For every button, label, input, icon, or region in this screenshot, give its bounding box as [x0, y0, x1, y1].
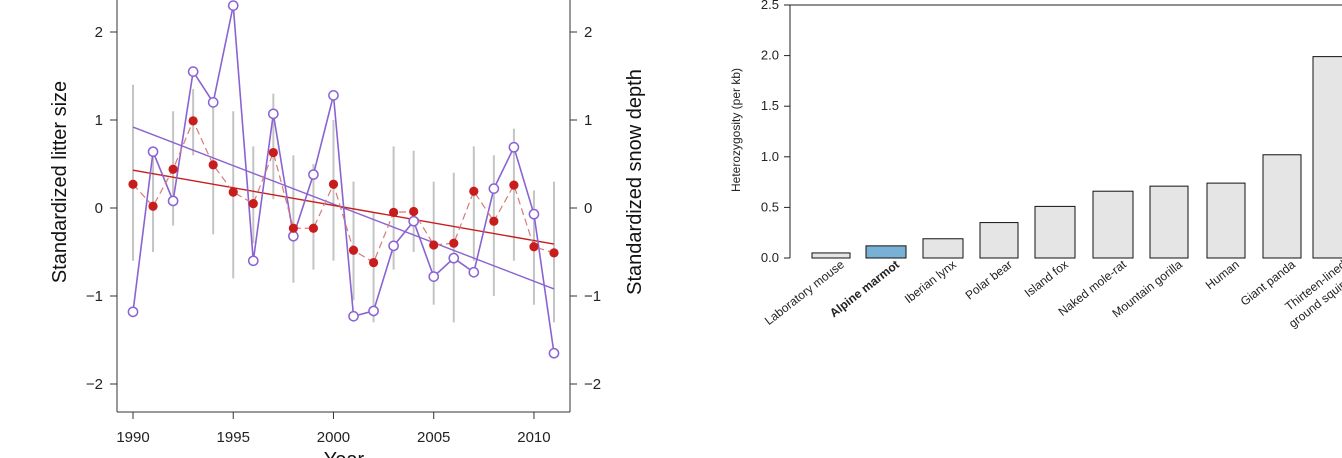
litter-size-point: [188, 116, 198, 126]
snow-depth-line: [132, 5, 555, 354]
litter-size-point: [268, 147, 278, 158]
x-tick-label: 2010: [517, 429, 550, 446]
y-tick-label-right: −2: [584, 376, 601, 393]
snow-depth-point: [267, 108, 279, 120]
y-tick-label-left: 1: [95, 112, 103, 129]
snow-depth-point: [508, 141, 520, 153]
y-tick-label-left: 2: [95, 24, 103, 41]
snow-depth-point: [247, 255, 259, 267]
y-tick-label-right: 2: [584, 24, 592, 41]
litter-size-point: [529, 242, 539, 252]
y-tick-label-left: −2: [86, 376, 103, 393]
snow-depth-point: [348, 310, 359, 322]
snow-depth-point: [127, 306, 139, 318]
snow-depth-point: [468, 266, 480, 278]
y-tick-label-left: −1: [86, 288, 103, 305]
x-tick-label: 1990: [116, 429, 149, 446]
x-axis-title: Year: [324, 449, 365, 458]
litter-size-point: [409, 206, 419, 217]
y-tick-label-right: 1: [584, 112, 592, 129]
litter-size-line: [132, 119, 555, 264]
litter-size-point: [228, 187, 238, 197]
series-points: [127, 0, 560, 359]
snow-depth-point: [288, 230, 299, 242]
y-tick-label-right: 0: [584, 200, 592, 217]
y-axis-title-left: Standardized litter size: [49, 81, 71, 283]
snow-depth-point: [448, 252, 460, 264]
litter-size-point: [449, 238, 459, 248]
snow-depth-point: [227, 0, 239, 11]
snow-depth-point: [167, 195, 179, 207]
litter-size-point: [549, 248, 559, 258]
litter-size-point: [128, 179, 138, 189]
snow-depth-point: [368, 305, 379, 317]
chart1-ticks: 2 2 1 1 0 0 −1 −1 −2 −2 1990 1995 2000 2005 2010: [86, 24, 601, 446]
x-tick-label: 1995: [217, 429, 250, 446]
snow-depth-point: [388, 240, 399, 252]
chart1-plot-frame: [116, 0, 571, 413]
litter-size-point: [248, 199, 258, 209]
litter-size-point: [168, 164, 178, 174]
snow-depth-point: [488, 183, 500, 194]
y-axis-title-right: Standardized snow depth: [624, 69, 646, 295]
snow-depth-point: [308, 169, 319, 180]
litter-size-point: [288, 223, 298, 233]
litter-size-point: [429, 240, 439, 250]
x-tick-label: 2005: [417, 429, 450, 446]
snow-depth-point: [548, 347, 560, 359]
snow-depth-point: [528, 208, 540, 220]
litter-size-point: [328, 179, 339, 189]
litter-size-point: [348, 245, 359, 255]
litter-size-point: [469, 186, 479, 196]
y-tick-label-left: 0: [95, 200, 103, 217]
litter-size-point: [509, 180, 519, 190]
litter-size-point: [489, 216, 499, 226]
snow-depth-point: [147, 146, 159, 158]
litter-size-point: [308, 223, 319, 233]
litter-size-point: [148, 201, 158, 211]
snow-depth-point: [187, 66, 199, 77]
snow-depth-point: [207, 97, 219, 108]
x-tick-label: 2000: [317, 429, 350, 446]
y-tick-label-right: −1: [584, 288, 601, 305]
snow-depth-point: [428, 271, 440, 282]
series-lines: [132, 5, 555, 354]
snow-depth-point: [328, 90, 339, 101]
snow-depth-point: [408, 215, 420, 227]
litter-size-point: [368, 257, 379, 268]
litter-size-point: [389, 207, 399, 217]
litter-size-point: [208, 160, 218, 170]
